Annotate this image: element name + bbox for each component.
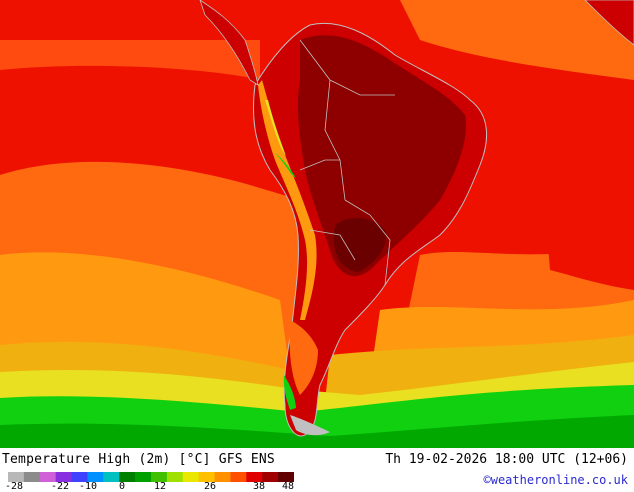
central-america-coast xyxy=(199,0,259,86)
legend-tick-label: 0 xyxy=(118,481,126,492)
patagonia-orange xyxy=(289,320,318,395)
patagonia-green xyxy=(283,375,296,410)
legend-tick-label: -10 xyxy=(78,481,98,492)
andes-cool-strip xyxy=(258,80,317,320)
deep-green-band xyxy=(0,415,634,448)
credit-link[interactable]: ©weatheronline.co.uk xyxy=(483,473,629,487)
legend-swatch xyxy=(151,472,168,482)
legend-tick-label: 12 xyxy=(153,481,167,492)
legend-swatch xyxy=(262,472,279,482)
north-atlantic-orange xyxy=(400,0,634,80)
legend-swatch xyxy=(39,472,57,482)
caribbean-warm-strip xyxy=(0,40,260,80)
legend-swatch xyxy=(23,472,41,482)
legend-tick-label: -22 xyxy=(50,481,70,492)
legend-tick-label: 48 xyxy=(281,481,295,492)
border-line xyxy=(299,159,340,171)
legend-swatch xyxy=(135,472,152,482)
map-title: Temperature High (2m) [°C] GFS ENS xyxy=(2,452,275,467)
temperature-map xyxy=(0,0,634,448)
legend-swatch xyxy=(278,472,294,482)
atlantic-red-east xyxy=(540,110,634,290)
legend-swatch xyxy=(71,472,88,482)
country-borders xyxy=(299,39,395,286)
brazil-southern-core xyxy=(333,218,386,272)
legend-swatch xyxy=(55,472,73,482)
tierra-del-fuego xyxy=(290,415,330,436)
legend-tick-label: 26 xyxy=(203,481,217,492)
south-america-continent xyxy=(252,23,488,437)
legend-swatch xyxy=(214,472,231,482)
legend-swatch xyxy=(182,472,200,482)
legend-swatch xyxy=(166,472,184,482)
border-line xyxy=(324,79,346,201)
legend-swatch xyxy=(103,472,120,482)
border-line xyxy=(344,199,391,286)
color-legend xyxy=(8,472,294,482)
legend-swatch xyxy=(8,472,25,482)
border-line xyxy=(299,39,395,96)
legend-swatch xyxy=(246,472,263,482)
valid-datetime: Th 19-02-2026 18:00 UTC (12+06) xyxy=(385,452,628,467)
legend-swatch xyxy=(119,472,136,482)
amazon-hot-core xyxy=(297,35,466,277)
andes-yellow-strip xyxy=(265,100,286,156)
border-line xyxy=(309,229,356,261)
legend-swatch xyxy=(87,472,104,482)
andes-green-patch xyxy=(272,150,296,178)
legend-swatch xyxy=(198,472,216,482)
legend-tick-label: -28 xyxy=(4,481,24,492)
legend-tick-label: 38 xyxy=(252,481,266,492)
footer: Temperature High (2m) [°C] GFS ENS Th 19… xyxy=(0,448,634,492)
legend-swatch xyxy=(230,472,247,482)
